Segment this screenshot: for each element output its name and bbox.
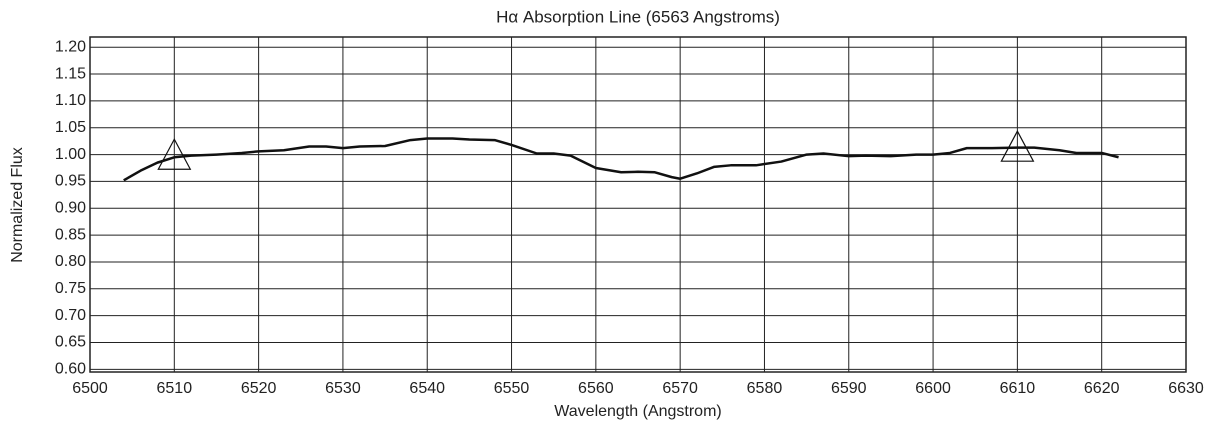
y-tick-label: 0.75 — [55, 280, 86, 297]
x-tick-label: 6550 — [494, 380, 530, 397]
y-tick-label: 1.00 — [55, 146, 86, 163]
y-tick-label: 1.05 — [55, 119, 86, 136]
x-tick-label: 6530 — [325, 380, 361, 397]
triangle-marker — [157, 137, 192, 170]
y-tick-label: 0.65 — [55, 334, 86, 351]
x-tick-label: 6540 — [409, 380, 445, 397]
chart-title: Hα Absorption Line (6563 Angstroms) — [496, 7, 780, 26]
x-tick-label: 6590 — [831, 380, 867, 397]
triangle-marker — [1000, 129, 1035, 162]
x-tick-label: 6510 — [157, 380, 193, 397]
y-tick-label: 0.80 — [55, 253, 86, 270]
x-tick-label: 6610 — [1000, 380, 1036, 397]
y-tick-label: 0.60 — [55, 361, 86, 378]
x-tick-label: 6620 — [1084, 380, 1120, 397]
x-tick-label: 6580 — [747, 380, 783, 397]
y-tick-label: 0.85 — [55, 226, 86, 243]
x-tick-label: 6600 — [915, 380, 951, 397]
y-tick-label: 1.15 — [55, 65, 86, 82]
x-axis-label: Wavelength (Angstrom) — [554, 403, 721, 420]
x-tick-label: 6500 — [72, 380, 108, 397]
data-line — [123, 137, 1119, 182]
y-tick-label: 1.20 — [55, 38, 86, 55]
y-tick-label: 1.10 — [55, 92, 86, 109]
x-tick-label: 6570 — [662, 380, 698, 397]
y-tick-label: 0.70 — [55, 307, 86, 324]
y-tick-label: 0.95 — [55, 173, 86, 190]
x-tick-label: 6520 — [241, 380, 277, 397]
x-tick-label: 6560 — [578, 380, 614, 397]
y-tick-label: 0.90 — [55, 199, 86, 216]
y-axis-label: Normalized Flux — [9, 147, 26, 263]
plot-frame — [89, 36, 1187, 373]
x-tick-label: 6630 — [1168, 380, 1204, 397]
